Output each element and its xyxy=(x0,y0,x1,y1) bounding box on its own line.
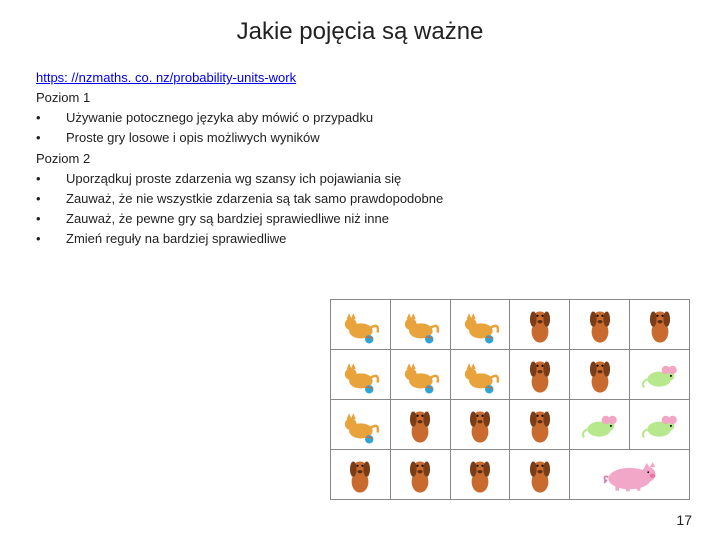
pig-icon xyxy=(594,454,665,496)
mouse-icon xyxy=(639,404,681,446)
level2-item-text: Zmień reguły na bardziej sprawiedliwe xyxy=(66,229,286,249)
grid-cell xyxy=(630,350,690,400)
cat-icon xyxy=(399,304,441,346)
dog-icon xyxy=(459,454,501,496)
grid-cell xyxy=(451,300,511,350)
grid-cell xyxy=(451,400,511,450)
level2-item-1: •Zauważ, że nie wszystkie zdarzenia są t… xyxy=(36,189,720,209)
mouse-icon xyxy=(639,354,681,396)
grid-cell xyxy=(510,300,570,350)
dog-icon xyxy=(519,404,561,446)
mouse-icon xyxy=(579,404,621,446)
grid-cell xyxy=(391,450,451,500)
grid-cell xyxy=(331,450,391,500)
dog-icon xyxy=(519,454,561,496)
grid-cell xyxy=(570,450,690,500)
level2-item-0: •Uporządkuj proste zdarzenia wg szansy i… xyxy=(36,169,720,189)
grid-cell xyxy=(510,400,570,450)
grid-cell xyxy=(391,300,451,350)
level1-item-text: Proste gry losowe i opis możliwych wynik… xyxy=(66,128,320,148)
dog-icon xyxy=(339,454,381,496)
level2-item-text: Zauważ, że pewne gry są bardziej sprawie… xyxy=(66,209,389,229)
content-block: https: //nzmaths. co. nz/probability-uni… xyxy=(0,56,720,249)
grid-cell xyxy=(391,400,451,450)
level2-item-3: •Zmień reguły na bardziej sprawiedliwe xyxy=(36,229,720,249)
level1-item-1: •Proste gry losowe i opis możliwych wyni… xyxy=(36,128,720,148)
level2-label: Poziom 2 xyxy=(36,149,720,169)
dog-icon xyxy=(519,354,561,396)
grid-cell xyxy=(451,350,511,400)
cat-icon xyxy=(339,404,381,446)
dog-icon xyxy=(399,404,441,446)
level2-item-text: Uporządkuj proste zdarzenia wg szansy ic… xyxy=(66,169,401,189)
bullet-icon: • xyxy=(36,108,66,128)
level2-item-text: Zauważ, że nie wszystkie zdarzenia są ta… xyxy=(66,189,443,209)
dog-icon xyxy=(579,354,621,396)
grid-cell xyxy=(630,300,690,350)
grid-cell xyxy=(570,350,630,400)
page-number: 17 xyxy=(676,512,692,528)
animal-grid xyxy=(330,299,690,500)
bullet-icon: • xyxy=(36,229,66,249)
dog-icon xyxy=(639,304,681,346)
dog-icon xyxy=(579,304,621,346)
level1-label: Poziom 1 xyxy=(36,88,720,108)
cat-icon xyxy=(339,304,381,346)
grid-cell xyxy=(451,450,511,500)
cat-icon xyxy=(339,354,381,396)
bullet-icon: • xyxy=(36,189,66,209)
level1-item-text: Używanie potocznego języka aby mówić o p… xyxy=(66,108,373,128)
dog-icon xyxy=(399,454,441,496)
bullet-icon: • xyxy=(36,209,66,229)
grid-cell xyxy=(630,400,690,450)
cat-icon xyxy=(459,304,501,346)
page-title: Jakie pojęcia są ważne xyxy=(0,0,720,56)
cat-icon xyxy=(399,354,441,396)
level1-item-0: •Używanie potocznego języka aby mówić o … xyxy=(36,108,720,128)
bullet-icon: • xyxy=(36,169,66,189)
grid-cell xyxy=(510,350,570,400)
grid-cell xyxy=(570,400,630,450)
grid-cell xyxy=(510,450,570,500)
source-link[interactable]: https: //nzmaths. co. nz/probability-uni… xyxy=(36,70,296,85)
grid-cell xyxy=(331,300,391,350)
cat-icon xyxy=(459,354,501,396)
level2-item-2: •Zauważ, że pewne gry są bardziej sprawi… xyxy=(36,209,720,229)
grid-cell xyxy=(331,350,391,400)
bullet-icon: • xyxy=(36,128,66,148)
grid-cell xyxy=(570,300,630,350)
grid-cell xyxy=(331,400,391,450)
dog-icon xyxy=(459,404,501,446)
grid-cell xyxy=(391,350,451,400)
dog-icon xyxy=(519,304,561,346)
